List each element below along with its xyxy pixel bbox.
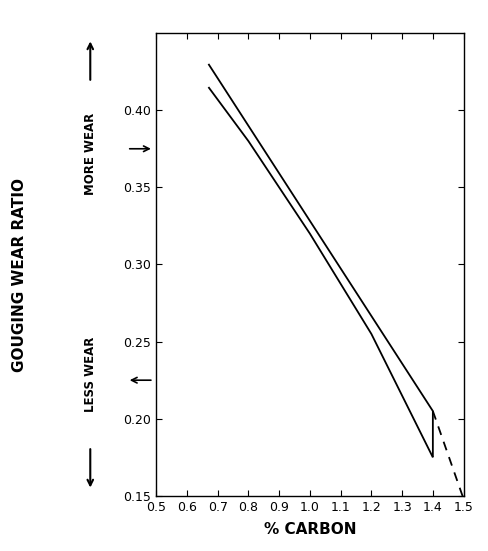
X-axis label: % CARBON: % CARBON <box>264 522 356 537</box>
Text: LESS WEAR: LESS WEAR <box>84 337 97 412</box>
Text: MORE WEAR: MORE WEAR <box>84 113 97 196</box>
Text: GOUGING WEAR RATIO: GOUGING WEAR RATIO <box>12 179 27 372</box>
